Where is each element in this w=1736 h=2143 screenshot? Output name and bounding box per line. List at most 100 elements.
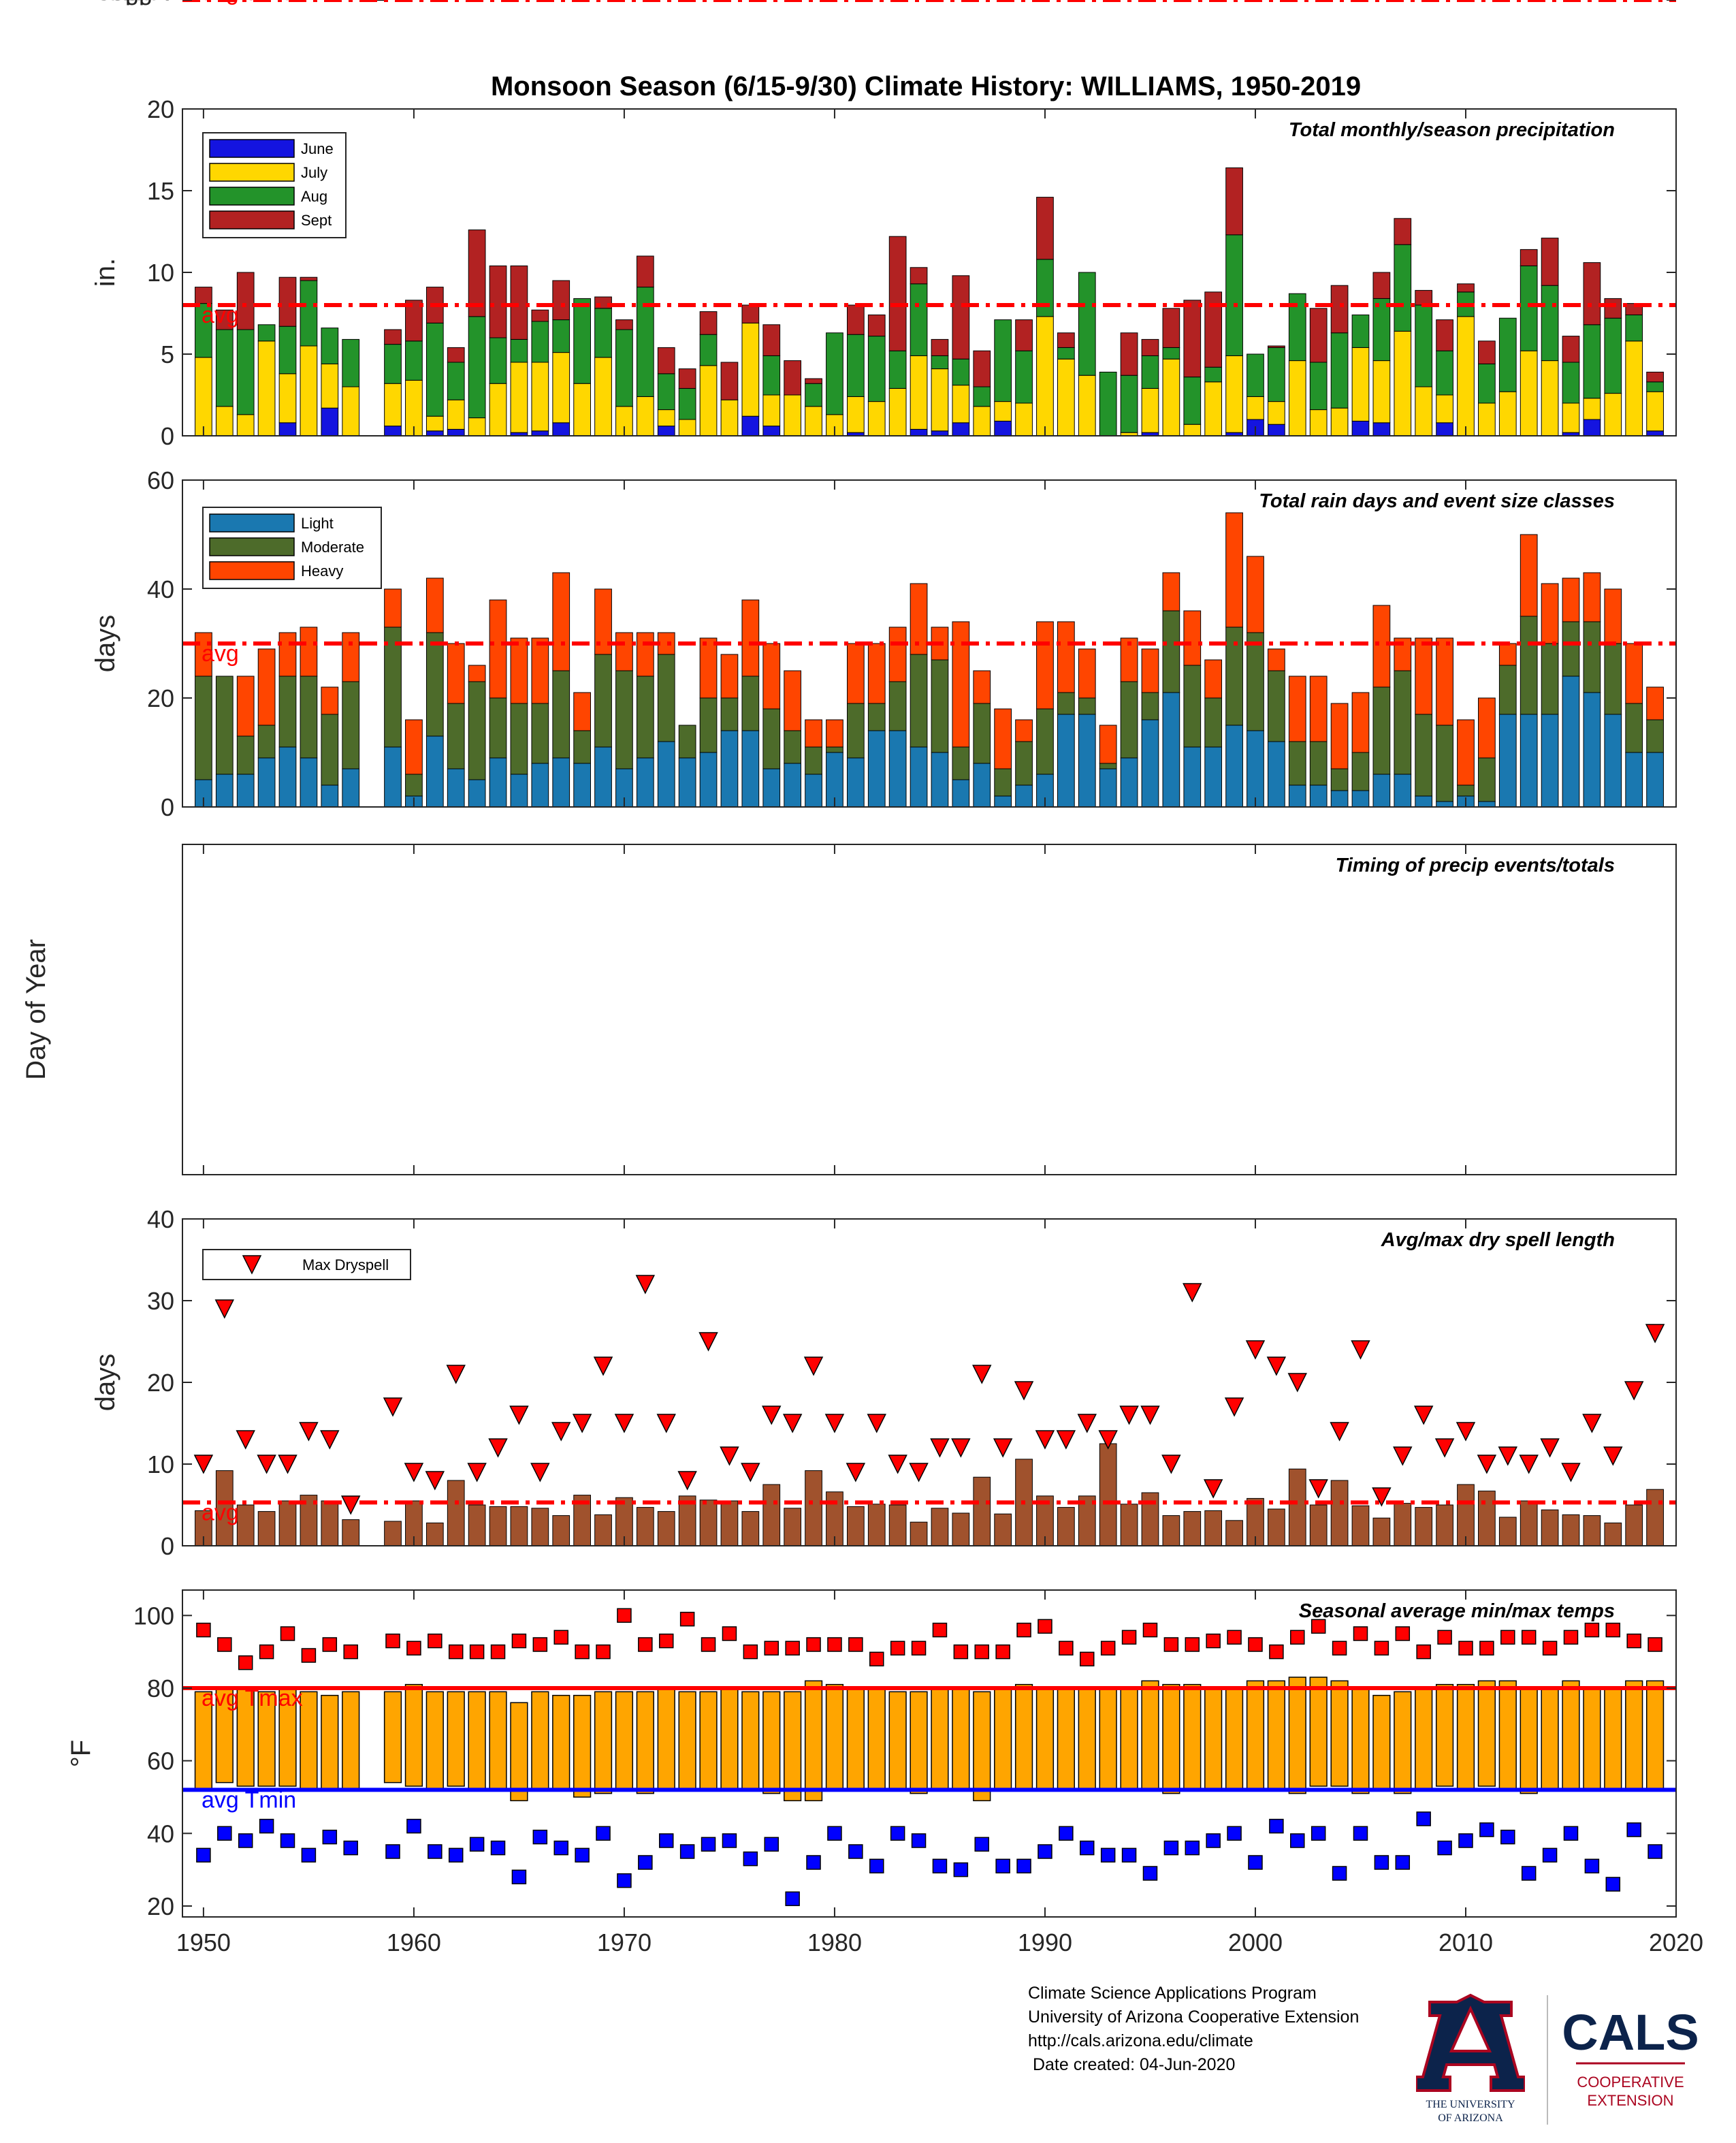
dryspell-max-marker [1434, 1438, 1455, 1458]
dryspell-max-marker [1477, 1455, 1497, 1474]
tmin-marker [1416, 1811, 1431, 1826]
precip-bar-sept [531, 309, 549, 322]
precip-bar-aug [573, 298, 591, 384]
precip-bar-june [425, 430, 444, 436]
temp-range-bar [573, 1694, 592, 1798]
legend-swatch-june [209, 139, 295, 158]
dryspell-max-marker [909, 1463, 929, 1482]
temp-range-bar [636, 1691, 654, 1794]
precip-bar-july [1478, 402, 1496, 436]
dryspell-avg-bar [425, 1522, 444, 1546]
precip-bar-aug [867, 336, 886, 402]
legend-swatch-july [209, 163, 295, 182]
raindays-bar-heavy [826, 719, 843, 748]
tmin-marker [1437, 1840, 1452, 1856]
dryspell-avg-bar [384, 1521, 402, 1546]
raindays-bar-moderate [1415, 714, 1433, 797]
dryspell-max-marker [1183, 1283, 1202, 1303]
precip-bar-july [1268, 401, 1285, 425]
raindays-bar-moderate [720, 697, 739, 731]
raindays-bar-heavy [973, 670, 991, 704]
raindays-bar-heavy [1015, 719, 1033, 742]
precip-bar-aug [1225, 234, 1243, 356]
legend-swatch-moderate [209, 537, 295, 556]
cals-logo-sub2: EXTENSION [1587, 2092, 1673, 2109]
raindays-bar-light [594, 746, 612, 808]
raindays-bar-light [952, 779, 970, 808]
raindays-bar-light [384, 746, 402, 808]
precip-bar-june [1372, 422, 1391, 436]
precip-bar-june [657, 426, 675, 436]
raindays-bar-heavy [762, 643, 781, 710]
tmax-marker [238, 1655, 253, 1670]
temp-range-bar [1204, 1687, 1223, 1791]
precip-bar-aug [447, 362, 465, 400]
dryspell-avg-bar [762, 1484, 781, 1546]
tmin-marker [1500, 1829, 1515, 1845]
precip-bar-sept [300, 276, 318, 281]
precip-bar-sept [278, 276, 297, 327]
raindays-bar-light [636, 757, 654, 808]
precip-bar-sept [1415, 289, 1433, 306]
raindays-bar-heavy [552, 572, 570, 671]
tmax-marker [343, 1644, 358, 1660]
raindays-bar-heavy [425, 577, 444, 633]
legend-label-heavy: Heavy [301, 562, 343, 580]
temp-range-bar [510, 1702, 528, 1802]
tmax-marker [1100, 1640, 1116, 1656]
raindays-bar-moderate [1078, 697, 1096, 715]
tmin-marker [1542, 1847, 1558, 1863]
tmax-marker [1563, 1630, 1579, 1645]
raindays-bar-moderate [510, 703, 528, 775]
dryspell-max-marker [993, 1438, 1013, 1458]
precip-bar-sept [552, 280, 570, 321]
tmax-marker [932, 1622, 948, 1638]
temp-range-bar [1225, 1687, 1244, 1791]
precip-bar-aug [1247, 353, 1264, 397]
precip-bar-aug [510, 338, 528, 363]
tmin-marker [848, 1844, 863, 1859]
precip-bar-aug [1646, 381, 1664, 392]
raindays-bar-heavy [994, 708, 1012, 769]
dryspell-avg-bar [531, 1508, 549, 1546]
precip-bar-sept [1057, 332, 1075, 348]
tmax-marker [743, 1644, 758, 1660]
temp-range-bar [425, 1691, 444, 1791]
dryspell-avg-bar [1583, 1515, 1601, 1546]
precip-bar-aug [468, 316, 486, 419]
precip-bar-sept [1372, 272, 1391, 299]
raindays-bar-heavy [300, 626, 318, 677]
precip-bar-aug [1583, 324, 1601, 399]
raindays-bar-light [994, 795, 1012, 808]
precip-bar-sept [468, 229, 486, 317]
raindays-bar-heavy [1415, 637, 1433, 715]
y-tick-label: 40 [147, 575, 174, 603]
precip-bar-july [741, 322, 760, 417]
ua-logo-line1: THE UNIVERSITY [1426, 2099, 1515, 2110]
tmin-marker [301, 1847, 317, 1863]
y-tick-label: Sep-1 [109, 0, 174, 5]
raindays-bar-heavy [699, 637, 718, 699]
dryspell-avg-bar [1225, 1520, 1243, 1546]
precip-bar-sept [846, 304, 865, 335]
y-axis-label: in. [91, 258, 120, 287]
raindays-bar-light [1015, 784, 1033, 808]
tmax-marker [1605, 1622, 1621, 1638]
tmax-marker [1248, 1637, 1263, 1652]
raindays-bar-heavy [1372, 605, 1391, 688]
temp-range-bar [300, 1691, 318, 1791]
tmax-marker [1059, 1640, 1074, 1656]
raindays-bar-moderate [468, 681, 486, 780]
tmax-marker [322, 1637, 338, 1652]
precip-bar-aug [594, 308, 612, 358]
tmax-marker [406, 1640, 421, 1656]
raindays-bar-moderate [1436, 725, 1453, 802]
precip-bar-aug [278, 326, 297, 375]
raindays-bar-heavy [321, 686, 339, 715]
raindays-bar-moderate [1288, 741, 1306, 786]
raindays-bar-moderate [594, 654, 612, 748]
raindays-bar-light [278, 746, 297, 808]
temp-range-bar [678, 1691, 696, 1791]
raindays-bar-light [1057, 714, 1075, 808]
dryspell-max-marker [1140, 1406, 1160, 1425]
